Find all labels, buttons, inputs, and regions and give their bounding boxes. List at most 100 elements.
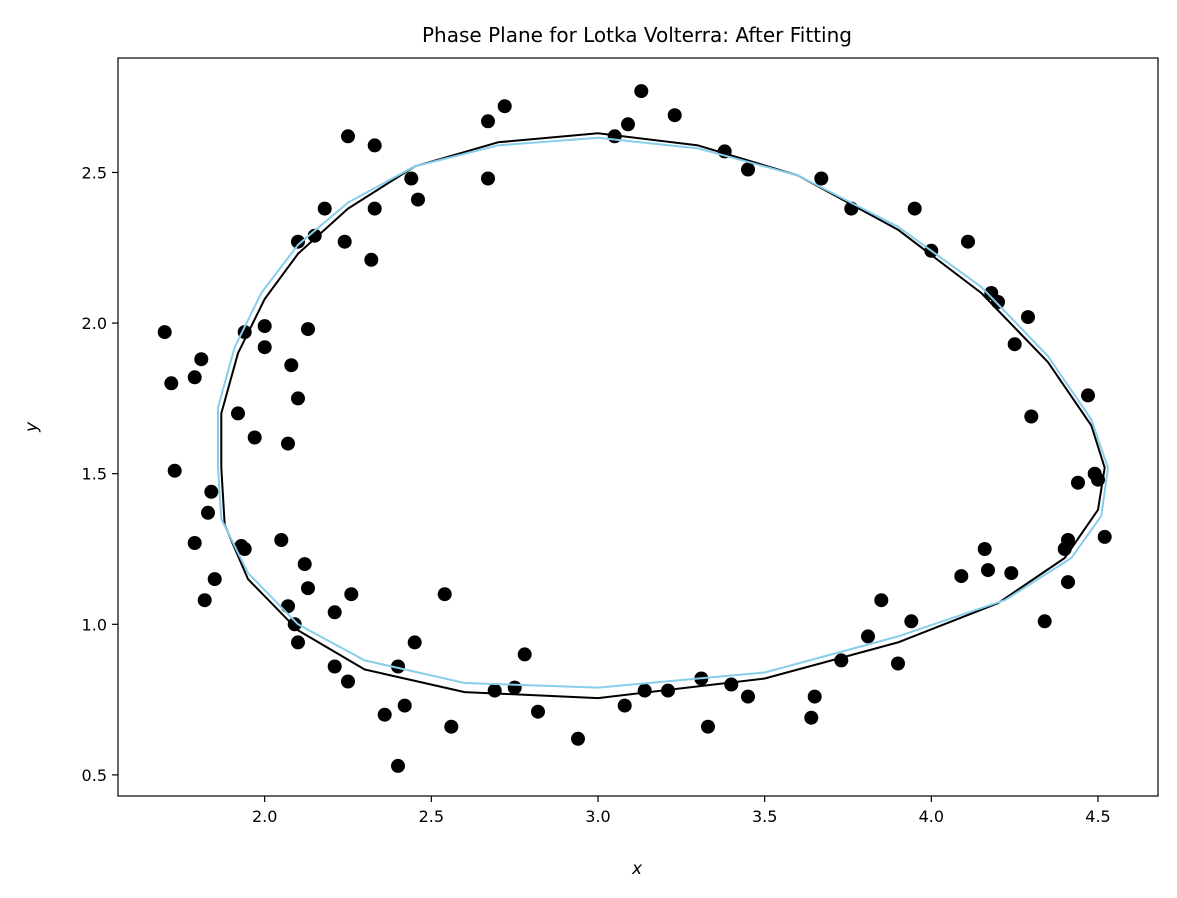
data-point: [804, 710, 819, 725]
y-tick-label: 1.5: [82, 465, 107, 484]
data-point: [904, 614, 919, 629]
data-point: [861, 629, 875, 644]
data-point: [1081, 388, 1095, 403]
data-point: [977, 542, 992, 556]
data-point: [297, 557, 312, 572]
data-point: [187, 370, 202, 385]
plot-frame: [117, 57, 1159, 797]
y-tick-label: 0.5: [82, 766, 107, 785]
data-point: [284, 358, 299, 373]
data-point: [1061, 533, 1075, 547]
data-point: [301, 322, 315, 337]
data-point: [274, 533, 289, 547]
data-point: [1097, 529, 1112, 544]
data-point: [954, 569, 969, 584]
data-point: [257, 340, 272, 355]
orbit-curve-black: [220, 132, 1106, 700]
data-point: [237, 542, 252, 556]
y-tick-label: 2.0: [82, 314, 107, 333]
data-point: [204, 484, 219, 499]
data-point: [874, 593, 889, 608]
data-point: [247, 430, 262, 445]
data-point: [327, 659, 342, 674]
data-point: [201, 505, 215, 520]
observed-data-points: [157, 84, 1112, 773]
x-tick-label: 3.0: [585, 807, 610, 826]
plot-area: [157, 84, 1112, 773]
data-point: [364, 252, 379, 267]
data-point: [1071, 475, 1085, 490]
x-tick-label: 4.0: [919, 807, 944, 826]
data-point: [741, 689, 755, 704]
chart-title: Phase Plane for Lotka Volterra: After Fi…: [422, 23, 852, 47]
data-point: [907, 201, 922, 216]
data-point: [281, 599, 295, 614]
data-point: [481, 114, 495, 129]
data-point: [281, 436, 295, 451]
data-point: [307, 228, 322, 243]
data-point: [617, 698, 632, 713]
x-axis: 2.0 2.5 3.0 3.5 4.0 4.5: [252, 796, 1111, 826]
data-point: [814, 171, 829, 186]
data-point: [407, 635, 422, 650]
data-point: [404, 171, 419, 186]
data-point: [344, 587, 359, 602]
data-point: [517, 647, 532, 662]
data-point: [164, 376, 179, 391]
data-point: [531, 704, 545, 719]
x-axis-label: x: [631, 859, 643, 879]
data-point: [621, 117, 635, 132]
data-point: [507, 680, 522, 695]
data-point: [667, 108, 682, 123]
data-point: [367, 138, 382, 153]
y-tick-label: 1.0: [82, 615, 107, 634]
data-point: [637, 683, 652, 698]
y-tick-label: 2.5: [82, 163, 107, 182]
data-point: [257, 319, 272, 334]
data-point: [891, 656, 905, 671]
data-point: [207, 572, 222, 587]
data-point: [377, 707, 392, 722]
data-point: [397, 698, 412, 713]
data-point: [291, 391, 305, 406]
data-point: [317, 201, 332, 216]
data-point: [327, 605, 342, 620]
data-point: [497, 99, 512, 114]
data-point: [341, 674, 355, 689]
data-point: [391, 659, 405, 674]
data-point: [701, 719, 715, 734]
y-axis-label: y: [22, 421, 42, 433]
data-point: [1061, 575, 1075, 590]
data-point: [741, 162, 755, 177]
data-point: [481, 171, 495, 186]
data-point: [724, 677, 739, 692]
x-tick-label: 2.5: [419, 807, 444, 826]
data-point: [444, 719, 459, 734]
data-point: [634, 84, 649, 99]
data-point: [167, 463, 182, 478]
data-point: [411, 192, 425, 207]
x-tick-label: 4.5: [1085, 807, 1110, 826]
data-point: [1021, 310, 1035, 325]
data-point: [961, 234, 975, 249]
data-point: [291, 234, 305, 249]
data-point: [231, 406, 245, 421]
x-tick-label: 2.0: [252, 807, 277, 826]
data-point: [437, 587, 452, 602]
data-point: [341, 129, 355, 144]
data-point: [991, 295, 1005, 309]
data-point: [1024, 409, 1039, 424]
data-point: [487, 683, 502, 698]
x-tick-label: 3.5: [752, 807, 777, 826]
orbit-curve-skyblue: [217, 136, 1109, 689]
data-point: [287, 617, 302, 632]
data-point: [337, 234, 352, 249]
data-point: [194, 352, 209, 367]
data-point: [187, 536, 202, 550]
data-point: [391, 758, 405, 773]
data-point: [1004, 566, 1019, 581]
data-point: [291, 635, 305, 650]
data-point: [197, 593, 212, 608]
y-axis: 0.5 1.0 1.5 2.0 2.5: [82, 163, 118, 785]
